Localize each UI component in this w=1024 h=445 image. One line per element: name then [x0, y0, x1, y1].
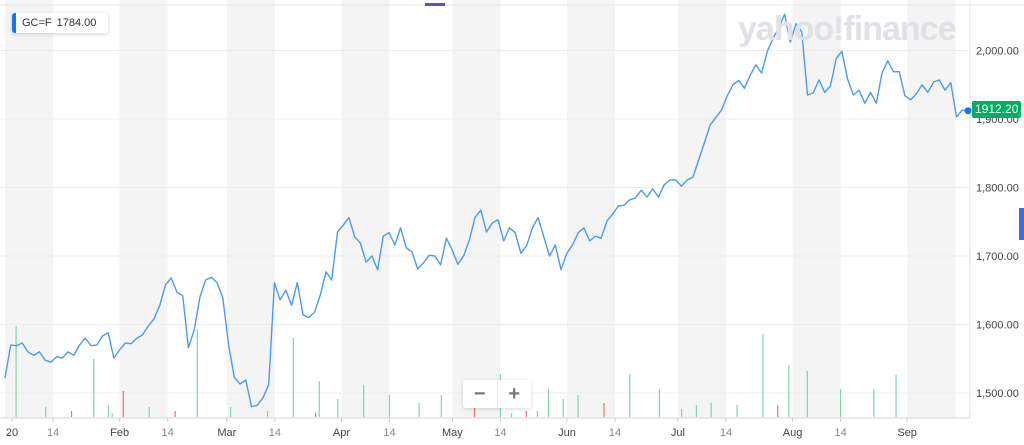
symbol-legend[interactable]: GC=F 1784.00 — [12, 13, 109, 33]
x-tick-label: 14 — [162, 427, 174, 439]
x-tick-label: 14 — [383, 427, 395, 439]
x-tick-label: 14 — [834, 427, 846, 439]
x-tick-label: 14 — [269, 427, 281, 439]
price-line — [4, 13, 972, 408]
band — [5, 0, 54, 418]
y-tick-label: 1,500.00 — [976, 388, 1019, 400]
x-tick-label: 14 — [47, 427, 59, 439]
legend-value: 1784.00 — [56, 17, 97, 29]
y-axis-ticks: 1,500.001,600.001,700.001,800.001,900.00… — [976, 46, 1019, 401]
x-tick-label: Jul — [671, 427, 685, 439]
x-tick-label: 14 — [494, 427, 506, 439]
x-tick-label: May — [442, 427, 463, 439]
zoom-controls: − + — [463, 380, 531, 408]
last-price-dot — [964, 107, 972, 115]
x-tick-label: Aug — [783, 427, 803, 439]
range-indicator[interactable] — [425, 3, 445, 6]
x-tick-label: Jun — [558, 427, 576, 439]
gridlines — [0, 50, 970, 394]
band — [566, 0, 616, 418]
y-tick-label: 1,700.00 — [976, 251, 1019, 263]
legend-symbol: GC=F — [22, 17, 52, 29]
band — [452, 0, 501, 418]
x-axis-ticks: 20 14 Feb 14 Mar 14 Apr 14 May 14 Jun 14 Jul 14 Aug 14 S… — [6, 418, 917, 439]
x-tick-label: Mar — [217, 427, 236, 439]
side-panel-handle[interactable] — [1019, 208, 1024, 240]
x-tick-label: Sep — [897, 427, 917, 439]
band — [119, 0, 168, 418]
x-tick-label: 14 — [720, 427, 732, 439]
half-month-bands — [0, 0, 1024, 418]
x-tick-label: Apr — [333, 427, 350, 439]
y-tick-label: 1,600.00 — [976, 320, 1019, 332]
x-tick-label: 20 — [6, 427, 18, 439]
x-tick-label: 14 — [609, 427, 621, 439]
zoom-out-button[interactable]: − — [463, 380, 498, 408]
y-tick-label: 2,000.00 — [976, 46, 1019, 58]
band — [677, 0, 726, 418]
x-tick-label: Feb — [110, 427, 129, 439]
axis-panel — [970, 0, 1024, 418]
band — [226, 0, 275, 418]
band — [907, 0, 956, 418]
band — [792, 0, 841, 418]
series-color-marker — [12, 13, 16, 33]
y-tick-label: 1,800.00 — [976, 183, 1019, 195]
yahoo-finance-watermark: yahoo!finance — [738, 10, 956, 48]
current-price-badge: 1912.20 — [972, 101, 1022, 118]
price-series-line — [4, 13, 969, 408]
band — [341, 0, 390, 418]
zoom-in-button[interactable]: + — [508, 382, 521, 405]
